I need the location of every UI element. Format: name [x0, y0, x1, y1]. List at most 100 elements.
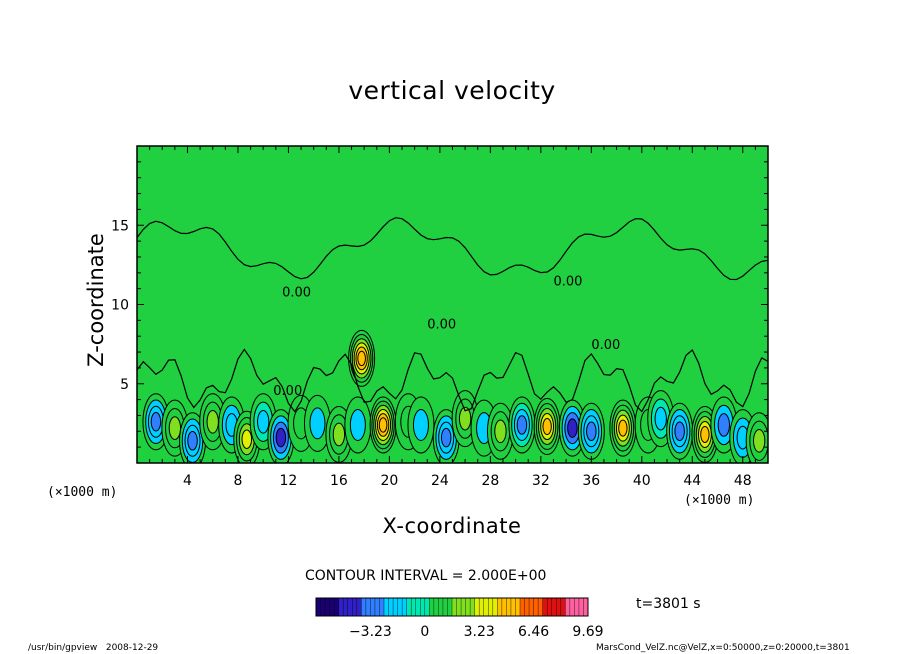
colorbar-segment — [343, 598, 349, 616]
x-tick-label: 32 — [532, 473, 550, 489]
colorbar-segment — [329, 598, 335, 616]
colorbar-segment — [574, 598, 580, 616]
colorbar-segment — [569, 598, 575, 616]
colorbar-tick-label: 6.46 — [518, 624, 549, 640]
colorbar-segment — [488, 598, 494, 616]
updraft-cell — [348, 329, 376, 387]
contour-ring — [567, 418, 578, 438]
contour-ring — [187, 431, 198, 451]
contour-ring — [168, 416, 182, 440]
updraft-cell — [325, 405, 353, 463]
updraft-cell — [577, 402, 605, 460]
x-axis-label: X-coordinate — [382, 514, 522, 538]
contour-ring — [542, 418, 552, 436]
contour-ring — [752, 428, 766, 453]
contour-ring — [357, 350, 366, 367]
updraft-cell — [179, 412, 207, 463]
zero-contour-low — [137, 348, 768, 413]
contour-ring — [586, 421, 597, 442]
colorbar-segment — [370, 598, 376, 616]
updraft-cell — [508, 396, 536, 454]
updraft-cell — [666, 402, 694, 460]
colorbar-segment — [379, 598, 385, 616]
contour-ring — [674, 421, 685, 442]
colorbar-segment — [393, 598, 399, 616]
colorbar-segment — [415, 598, 421, 616]
colorbar-segment — [411, 598, 417, 616]
updraft-cell — [486, 402, 514, 460]
x-tick-label: 36 — [582, 473, 600, 489]
colorbar-segment — [347, 598, 353, 616]
colorbar-segment — [461, 598, 467, 616]
colorbar-segment — [424, 598, 430, 616]
contour-ring — [618, 419, 628, 437]
colorbar-frame — [315, 597, 589, 617]
contour-ring — [206, 409, 219, 434]
colorbar-segment — [542, 598, 548, 616]
contour-ring — [412, 408, 429, 441]
contour-ring — [516, 415, 528, 435]
colorbar-segment — [402, 598, 408, 616]
colorbar-segment — [374, 598, 380, 616]
contour-ring — [309, 407, 326, 440]
y-tick-label: 10 — [111, 298, 129, 314]
colorbar-segment — [515, 598, 521, 616]
contour-interval-label: CONTOUR INTERVAL = 2.000E+00 — [305, 568, 547, 584]
contour-ring — [458, 406, 472, 431]
colorbar-segment — [420, 598, 426, 616]
x-unit-label-left: (×1000 m) — [47, 485, 118, 500]
colorbar-segment — [465, 598, 471, 616]
updraft-cell — [267, 409, 295, 463]
time-label: t=3801 s — [636, 596, 701, 612]
colorbar-segment — [397, 598, 403, 616]
x-tick-label: 40 — [633, 473, 651, 489]
colorbar-segment — [556, 598, 562, 616]
colorbar-segment — [429, 598, 435, 616]
colorbar-segment — [388, 598, 394, 616]
colorbar-segment — [506, 598, 512, 616]
colorbar-segment — [406, 598, 412, 616]
updraft-cell — [344, 396, 372, 454]
colorbar-segment — [560, 598, 566, 616]
x-tick-label: 8 — [233, 473, 242, 489]
colorbar-segment — [492, 598, 498, 616]
x-tick-label: 24 — [431, 473, 449, 489]
colorbar-segment — [325, 598, 331, 616]
colorbar-segment — [474, 598, 480, 616]
updraft-cell — [558, 399, 586, 457]
footer-program: /usr/bin/gpview 2008-12-29 — [28, 643, 158, 653]
colorbar-segment — [483, 598, 489, 616]
plot-clip-group: 0.00 0.00 0.00 0.00 0.00 — [137, 146, 768, 463]
colorbar-segment — [533, 598, 539, 616]
x-tick-label: 12 — [280, 473, 298, 489]
colorbar-segment — [547, 598, 553, 616]
updraft-cell — [303, 394, 331, 452]
colorbar-segment — [384, 598, 390, 616]
contour-ring — [150, 412, 162, 432]
updraft-cell — [369, 396, 397, 454]
colorbar-segment — [442, 598, 448, 616]
colorbar-tick-label: 3.23 — [464, 624, 495, 640]
contour-ring — [494, 419, 507, 444]
colorbar-segment — [524, 598, 530, 616]
updraft-cell — [407, 396, 435, 454]
contour-label: 0.00 — [427, 317, 456, 332]
contour-ring — [654, 406, 667, 431]
colorbar-segment — [497, 598, 503, 616]
x-tick-label: 28 — [481, 473, 499, 489]
x-unit-label-right: (×1000 m) — [684, 493, 755, 508]
updraft-cell — [609, 399, 637, 457]
footer-source: MarsCond_VelZ.nc@VelZ,x=0:50000,z=0:2000… — [596, 643, 850, 653]
colorbar-segment — [447, 598, 453, 616]
colorbar-tick-label: 0 — [420, 624, 429, 640]
colorbar-segment — [538, 598, 544, 616]
plot-area: 0.00 0.00 0.00 0.00 0.00 — [136, 145, 769, 464]
colorbar-tick-label: −3.23 — [349, 624, 392, 640]
footer-program-path: /usr/bin/gpview — [28, 643, 98, 653]
footer-date: 2008-12-29 — [105, 643, 159, 653]
colorbar-segment — [338, 598, 344, 616]
updraft-cell — [745, 412, 768, 463]
colorbar-segment — [470, 598, 476, 616]
